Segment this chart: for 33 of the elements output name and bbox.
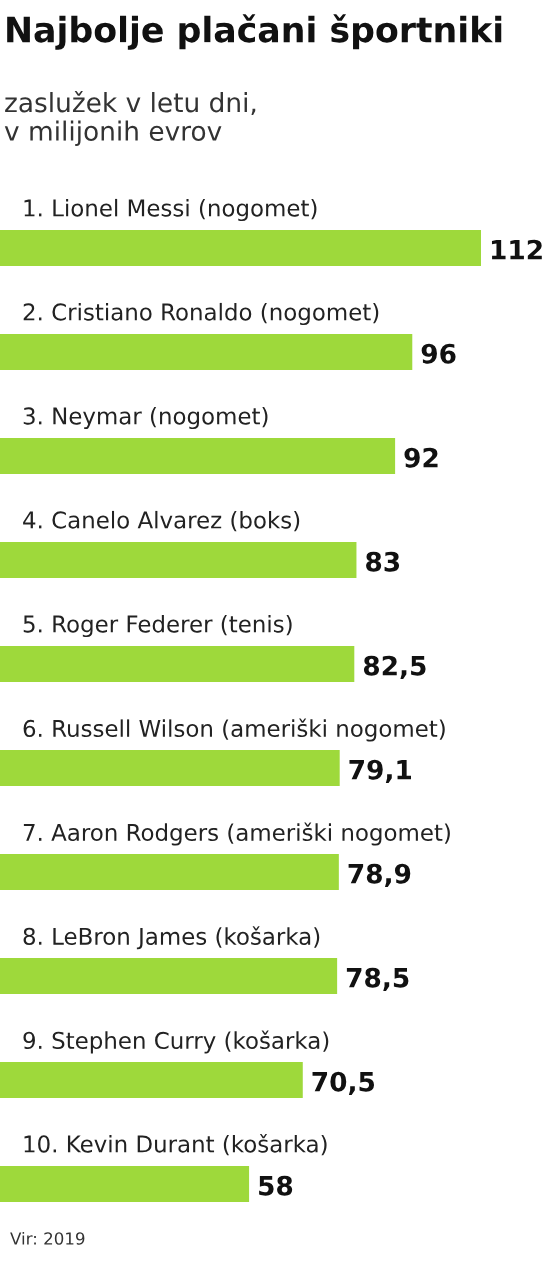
data-label: 78,5 bbox=[346, 967, 409, 992]
data-label: 92 bbox=[404, 447, 438, 468]
y-tick-label: 1. Lionel Messi (nogomet) bbox=[24, 198, 317, 222]
y-tick-label: 5. Roger Federer (tenis) bbox=[23, 614, 292, 638]
y-tick-label: 7. Aaron Rodgers (ameriški nogomet) bbox=[23, 822, 450, 846]
bar bbox=[0, 334, 413, 370]
y-tick-label: 8. LeBron James (košarka) bbox=[23, 926, 320, 950]
bar bbox=[0, 1062, 303, 1098]
data-label: 83 bbox=[366, 551, 400, 572]
y-tick-label: 2. Cristiano Ronaldo (nogomet) bbox=[23, 302, 379, 326]
bar bbox=[0, 854, 339, 890]
text: Vir: 2019 bbox=[10, 1231, 85, 1245]
bar bbox=[0, 1166, 250, 1202]
y-tick-label: 6. Russell Wilson (ameriški nogomet) bbox=[23, 718, 445, 742]
bar bbox=[0, 750, 340, 786]
bar bbox=[0, 542, 357, 578]
chart-subtitle: zaslužek v letu dni, v milijonih evrov bbox=[4, 90, 256, 147]
data-label: 112 bbox=[491, 239, 542, 260]
bar bbox=[0, 438, 396, 474]
bar bbox=[0, 646, 355, 682]
data-label: 58 bbox=[259, 1175, 293, 1196]
chart-title: Najbolje plačani športniki bbox=[7, 14, 502, 50]
bar bbox=[0, 230, 481, 266]
data-label: 79,1 bbox=[349, 759, 411, 784]
y-tick-label: 10. Kevin Durant (košarka) bbox=[24, 1133, 327, 1156]
y-tick-label: 3. Neymar (nogomet) bbox=[23, 406, 268, 430]
y-tick-label: 4. Canelo Alvarez (boks) bbox=[23, 510, 300, 532]
y-tick-label: 9. Stephen Curry (košarka) bbox=[23, 1030, 329, 1054]
data-label: 96 bbox=[421, 343, 456, 364]
data-label: 78,9 bbox=[348, 863, 411, 888]
data-label: 70,5 bbox=[312, 1071, 375, 1096]
data-label: 82,5 bbox=[363, 655, 426, 680]
bar bbox=[0, 958, 338, 994]
